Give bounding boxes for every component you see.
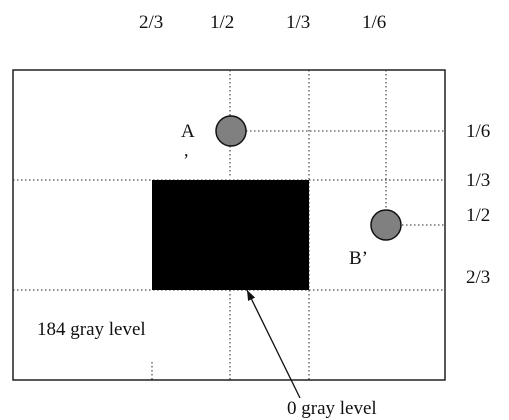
- dark-region-arrow: [246, 289, 301, 399]
- right-scale-label-1-3: 1/3: [466, 170, 490, 191]
- dark-region: [152, 180, 309, 290]
- right-scale-label-1-6: 1/6: [466, 121, 490, 142]
- top-scale-label-1-2: 1/2: [210, 12, 234, 33]
- right-scale-label-2-3: 2/3: [466, 267, 490, 288]
- top-scale-label-1-3: 1/3: [286, 12, 310, 33]
- point-b-label: B’: [349, 248, 368, 269]
- point-a-mark: ,: [184, 140, 189, 160]
- dark-gray-level-label: 0 gray level: [287, 398, 377, 419]
- top-scale-label-2-3: 2/3: [139, 12, 163, 33]
- point-b-marker: [370, 209, 402, 241]
- point-a-label: A: [181, 121, 195, 142]
- diagram-frame: [12, 69, 446, 381]
- top-scale-label-1-6: 1/6: [362, 12, 386, 33]
- point-a-marker: [215, 115, 247, 147]
- surround-gray-level-label: 184 gray level: [37, 319, 146, 340]
- right-scale-label-1-2: 1/2: [466, 205, 490, 226]
